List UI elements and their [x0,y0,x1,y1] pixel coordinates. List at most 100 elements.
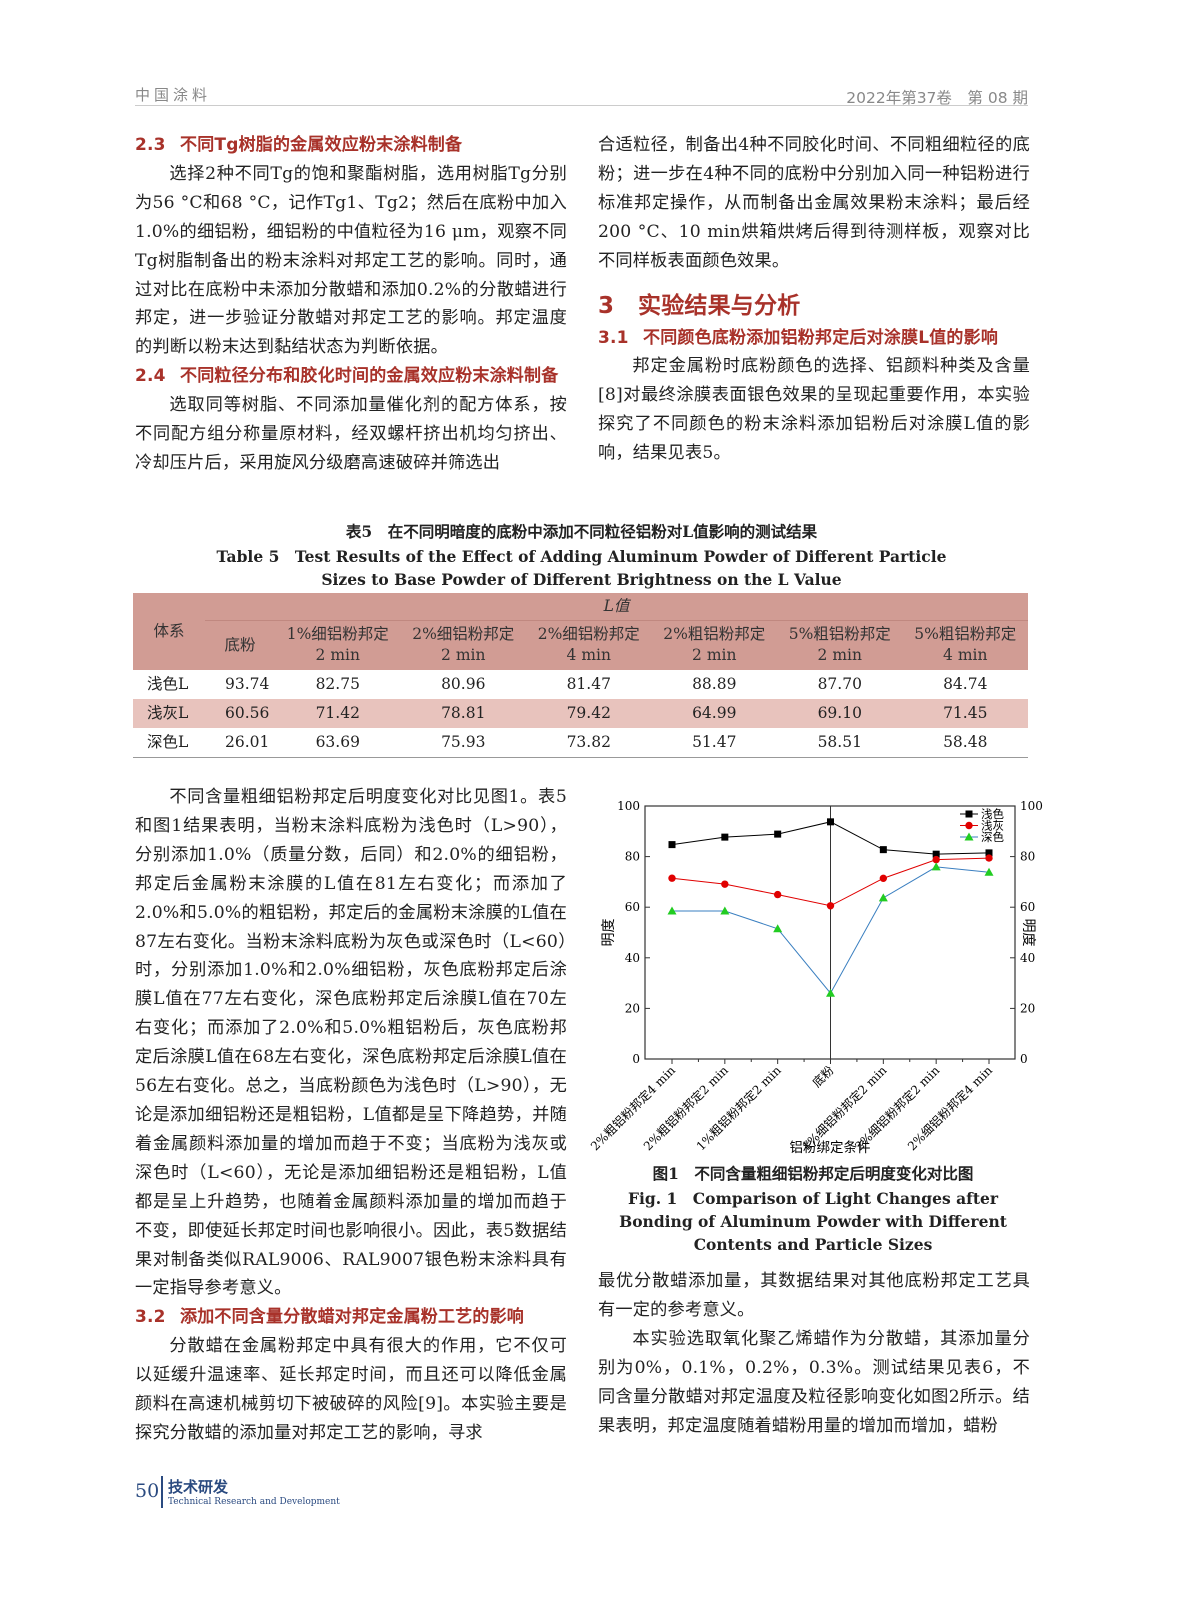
section-number: 3.1 [598,327,629,348]
y-tick-label-left: 80 [625,850,640,864]
column-header-line: 2 min [441,646,486,665]
column-header-line: 2 min [692,646,737,665]
figure-caption-en: Fig. 1 Comparison of Light Changes after… [619,1189,1007,1254]
table-cell: 63.69 [275,728,401,758]
table-row: 浅灰L 60.56 71.42 78.81 79.42 64.99 69.10 71.45 [133,699,1028,728]
section-2-3-heading: 2.3 不同Tg树脂的金属效应粉末涂料制备 [135,131,567,160]
x-tick-label: 2%粗铝粉邦定2 min [640,1062,731,1153]
y-axis-label-right: 明度 [1020,919,1036,947]
table-cell: 78.81 [400,699,526,728]
table-cell: 80.96 [441,675,486,693]
issue-info: 2022年第37卷 第 08 期 [846,89,1028,107]
section-title: 添加不同含量分散蜡对邦定金属粉工艺的影响 [180,1307,524,1328]
data-point-triangle [964,832,974,841]
column-header: 底粉 [205,620,275,670]
data-point-circle [879,874,888,883]
section-title: 不同Tg树脂的金属效应粉末涂料制备 [180,135,463,155]
data-point-circle [721,880,729,888]
table-cell: 60.56 [205,699,275,728]
y-tick-label-right: 20 [1020,1001,1035,1015]
table-5: 体系 L值 底粉 1%细铝粉邦定 2 min 2%细铝粉邦定 2 min 2%细铝粉邦定 4 … [133,593,1028,758]
paragraph: 分散蜡在金属粉邦定中具有很大的作用，它不仅可以延缓升温速率、延长邦定时间，而且还… [135,1336,567,1443]
footer-section-cn: 技术研发 [168,1478,229,1496]
table-cell: 81.47 [566,675,611,693]
data-point-square [721,833,729,841]
column-header: 2%细铝粉邦定 2 min [400,620,526,670]
x-tick-label: 1%粗铝粉邦定2 min [693,1062,784,1153]
y-tick-label-right: 60 [1020,900,1035,914]
table-cell: 51.47 [651,728,777,758]
figure-caption-cn: 图1 不同含量粗细铝粉邦定后明度变化对比图 [652,1164,974,1183]
column-header: 1%细铝粉邦定 2 min [275,620,401,670]
right-column-bottom: 最优分散蜡添加量，其数据结果对其他底粉邦定工艺具有一定的参考意义。 本实验选取氧… [598,1267,1030,1440]
column-header-line: 5%粗铝粉邦定 [914,625,1017,644]
table-caption-cn: 表5 在不同明暗度的底粉中添加不同粒径铝粉对L值影响的测试结果 [345,522,818,541]
paragraph: 不同含量粗细铝粉邦定后明度变化对比见图1。表5和图1结果表明，当粉末涂料底粉为浅… [135,787,567,1299]
section-number: 3.2 [135,1307,166,1328]
data-point-square [985,849,993,857]
x-tick-label: 2%细铝粉邦定4 min [904,1062,995,1153]
paragraph: 最优分散蜡添加量，其数据结果对其他底粉邦定工艺具有一定的参考意义。 [598,1271,1030,1320]
data-point-square [774,830,782,838]
data-point-triangle [878,893,888,902]
row-label: 浅色L [147,675,189,693]
data-point-triangle [826,988,835,997]
table-cell: 69.10 [777,699,903,728]
header-rule [135,105,1028,106]
table-cell: 88.89 [692,675,737,693]
column-header: 5%粗铝粉邦定 2 min [777,620,903,670]
column-header-line: 4 min [566,646,611,665]
section-number: 3 [598,292,615,319]
table-cell: 71.42 [275,699,401,728]
data-point-circle [932,855,940,864]
table-cell: 87.70 [817,675,862,693]
column-header: 2%粗铝粉邦定 2 min [651,620,777,670]
data-point-circle [965,821,973,830]
section-number: 2.3 [135,135,166,155]
data-point-circle [826,902,835,910]
data-point-square [827,818,834,826]
y-tick-label-left: 60 [625,900,640,914]
data-point-triangle [984,867,994,876]
header-system: 体系 [133,593,205,670]
x-tick-label: 2%粗铝粉邦定4 min [587,1062,678,1153]
table-row: 深色L 26.01 63.69 75.93 73.82 51.47 58.51 58.48 [133,728,1028,758]
section-number: 2.4 [135,366,166,387]
x-tick-label: 底粉 [809,1063,837,1091]
table-cell: 71.45 [902,699,1028,728]
row-label: 深色L [133,728,205,758]
column-header-line: 4 min [943,646,988,665]
data-point-circle [773,890,782,899]
paragraph: 选取同等树脂、不同添加量催化剂的配方体系，按不同配方组分称量原材料，经双螺杆挤出… [135,395,567,473]
y-tick-label-right: 0 [1020,1052,1028,1066]
column-header-line: 2 min [315,646,360,665]
y-axis-label-left: 明度 [601,919,617,947]
legend-label: 浅灰 [981,819,1004,833]
table-cell: 73.82 [526,728,652,758]
table-cell: 58.51 [777,728,903,758]
data-point-square [668,841,676,849]
table-cell: 93.74 [225,675,270,693]
section-title: 不同粒径分布和胶化时间的金属效应粉末涂料制备 [180,366,559,387]
column-header-line: 2%粗铝粉邦定 [663,625,766,644]
right-column-top: 合适粒径，制备出4种不同胶化时间、不同粗细粒径的底粉；进一步在4种不同的底粉中分… [598,131,1030,468]
data-point-square [965,810,973,818]
header-group-l: L值 [205,593,1028,620]
data-point-triangle [931,862,941,871]
left-column-bottom: 不同含量粗细铝粉邦定后明度变化对比见图1。表5和图1结果表明，当粉末涂料底粉为浅… [135,783,567,1448]
data-point-triangle [667,906,677,915]
table-row: 浅色L 93.74 82.75 80.96 81.47 88.89 87.70 84.74 [133,670,1028,699]
footer-section-en: Technical Research and Development [168,1497,340,1507]
footer-divider [161,1476,163,1508]
section-3-1-heading: 3.1 不同颜色底粉添加铝粉邦定后对涂膜L值的影响 [598,324,1030,353]
page-number: 50 [135,1480,160,1502]
column-header-line: 底粉 [224,635,256,654]
data-point-circle [668,874,676,882]
section-title: 不同颜色底粉添加铝粉邦定后对涂膜L值的影响 [643,327,999,348]
data-point-triangle [773,924,783,933]
column-header-line: 2%细铝粉邦定 [537,625,640,644]
column-header: 2%细铝粉邦定 4 min [526,620,652,670]
y-tick-label-left: 40 [625,951,640,965]
section-3-heading: 3 实验结果与分析 [598,286,1030,326]
table-caption-en: Table 5 Test Results of the Effect of Ad… [216,547,947,589]
